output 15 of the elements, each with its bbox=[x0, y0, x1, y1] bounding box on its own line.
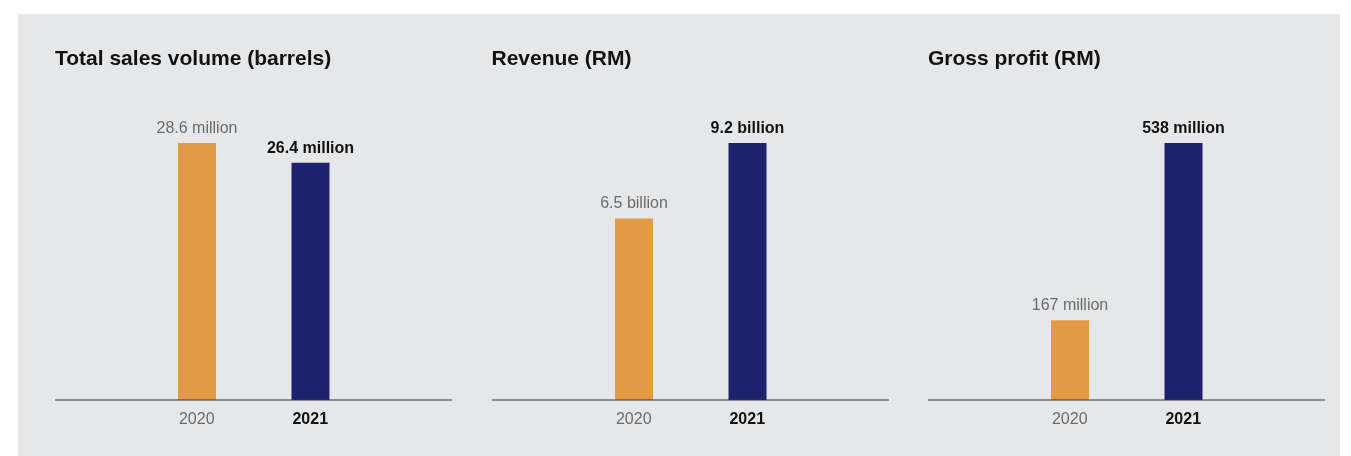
chart-title: Revenue (RM) bbox=[491, 46, 633, 71]
data-label: 9.2 billion bbox=[710, 119, 784, 136]
data-label: 6.5 billion bbox=[599, 194, 668, 212]
x-tick-label: 2021 bbox=[728, 410, 765, 427]
data-label: 26.4 million bbox=[266, 138, 355, 156]
x-tick-label: 2021 bbox=[292, 410, 329, 427]
chart-title: Total sales volume (barrels) bbox=[55, 46, 333, 71]
x-tick-label: 2020 bbox=[178, 410, 215, 427]
x-tick-label: 2020 bbox=[1051, 410, 1088, 427]
chart-title: Gross profit (RM) bbox=[928, 46, 1102, 71]
data-label: 28.6 million bbox=[156, 119, 238, 136]
data-label: 167 million bbox=[1031, 296, 1109, 314]
x-tick-label: 2020 bbox=[615, 410, 652, 427]
x-tick-label: 2021 bbox=[1165, 410, 1202, 427]
data-label: 538 million bbox=[1142, 119, 1225, 136]
